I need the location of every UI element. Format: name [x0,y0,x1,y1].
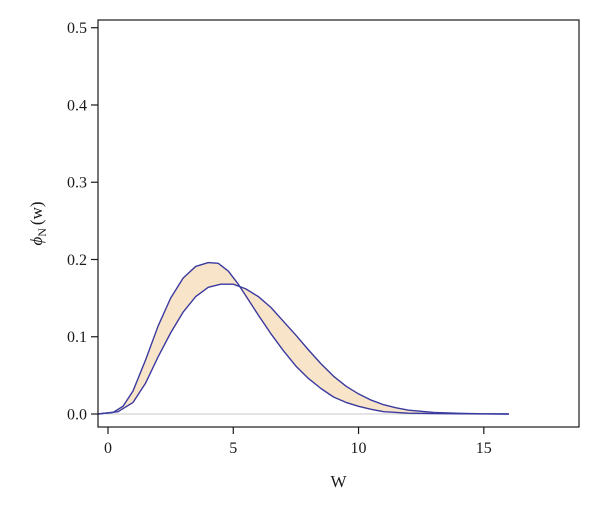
y-axis-label-arg: (w) [27,201,46,225]
y-axis-label-symbol: ϕ [27,237,46,246]
y-axis-label: ϕN (w) [27,201,49,245]
x-axis-label: W [330,472,347,491]
y-tick-label: 0.4 [67,97,87,114]
x-tick-label: 0 [104,440,112,457]
series-curve-2 [97,283,509,415]
x-tick-label: 10 [351,440,367,457]
series-curve-1 [97,261,509,415]
y-tick-label: 0.5 [67,20,87,37]
y-tick-label: 0.2 [67,252,87,269]
y-tick-label: 0.0 [67,407,87,424]
x-tick-label: 5 [229,440,237,457]
y-tick-label: 0.1 [67,329,87,346]
y-axis-label-subscript: N [35,228,49,237]
x-axis: 0 5 10 15 [104,427,492,457]
band-fill [98,262,509,414]
plot-frame [97,19,580,428]
x-tick-label: 15 [476,440,492,457]
y-tick-label: 0.3 [67,175,87,192]
y-axis: 0.0 0.1 0.2 0.3 0.4 0.5 [67,20,98,424]
